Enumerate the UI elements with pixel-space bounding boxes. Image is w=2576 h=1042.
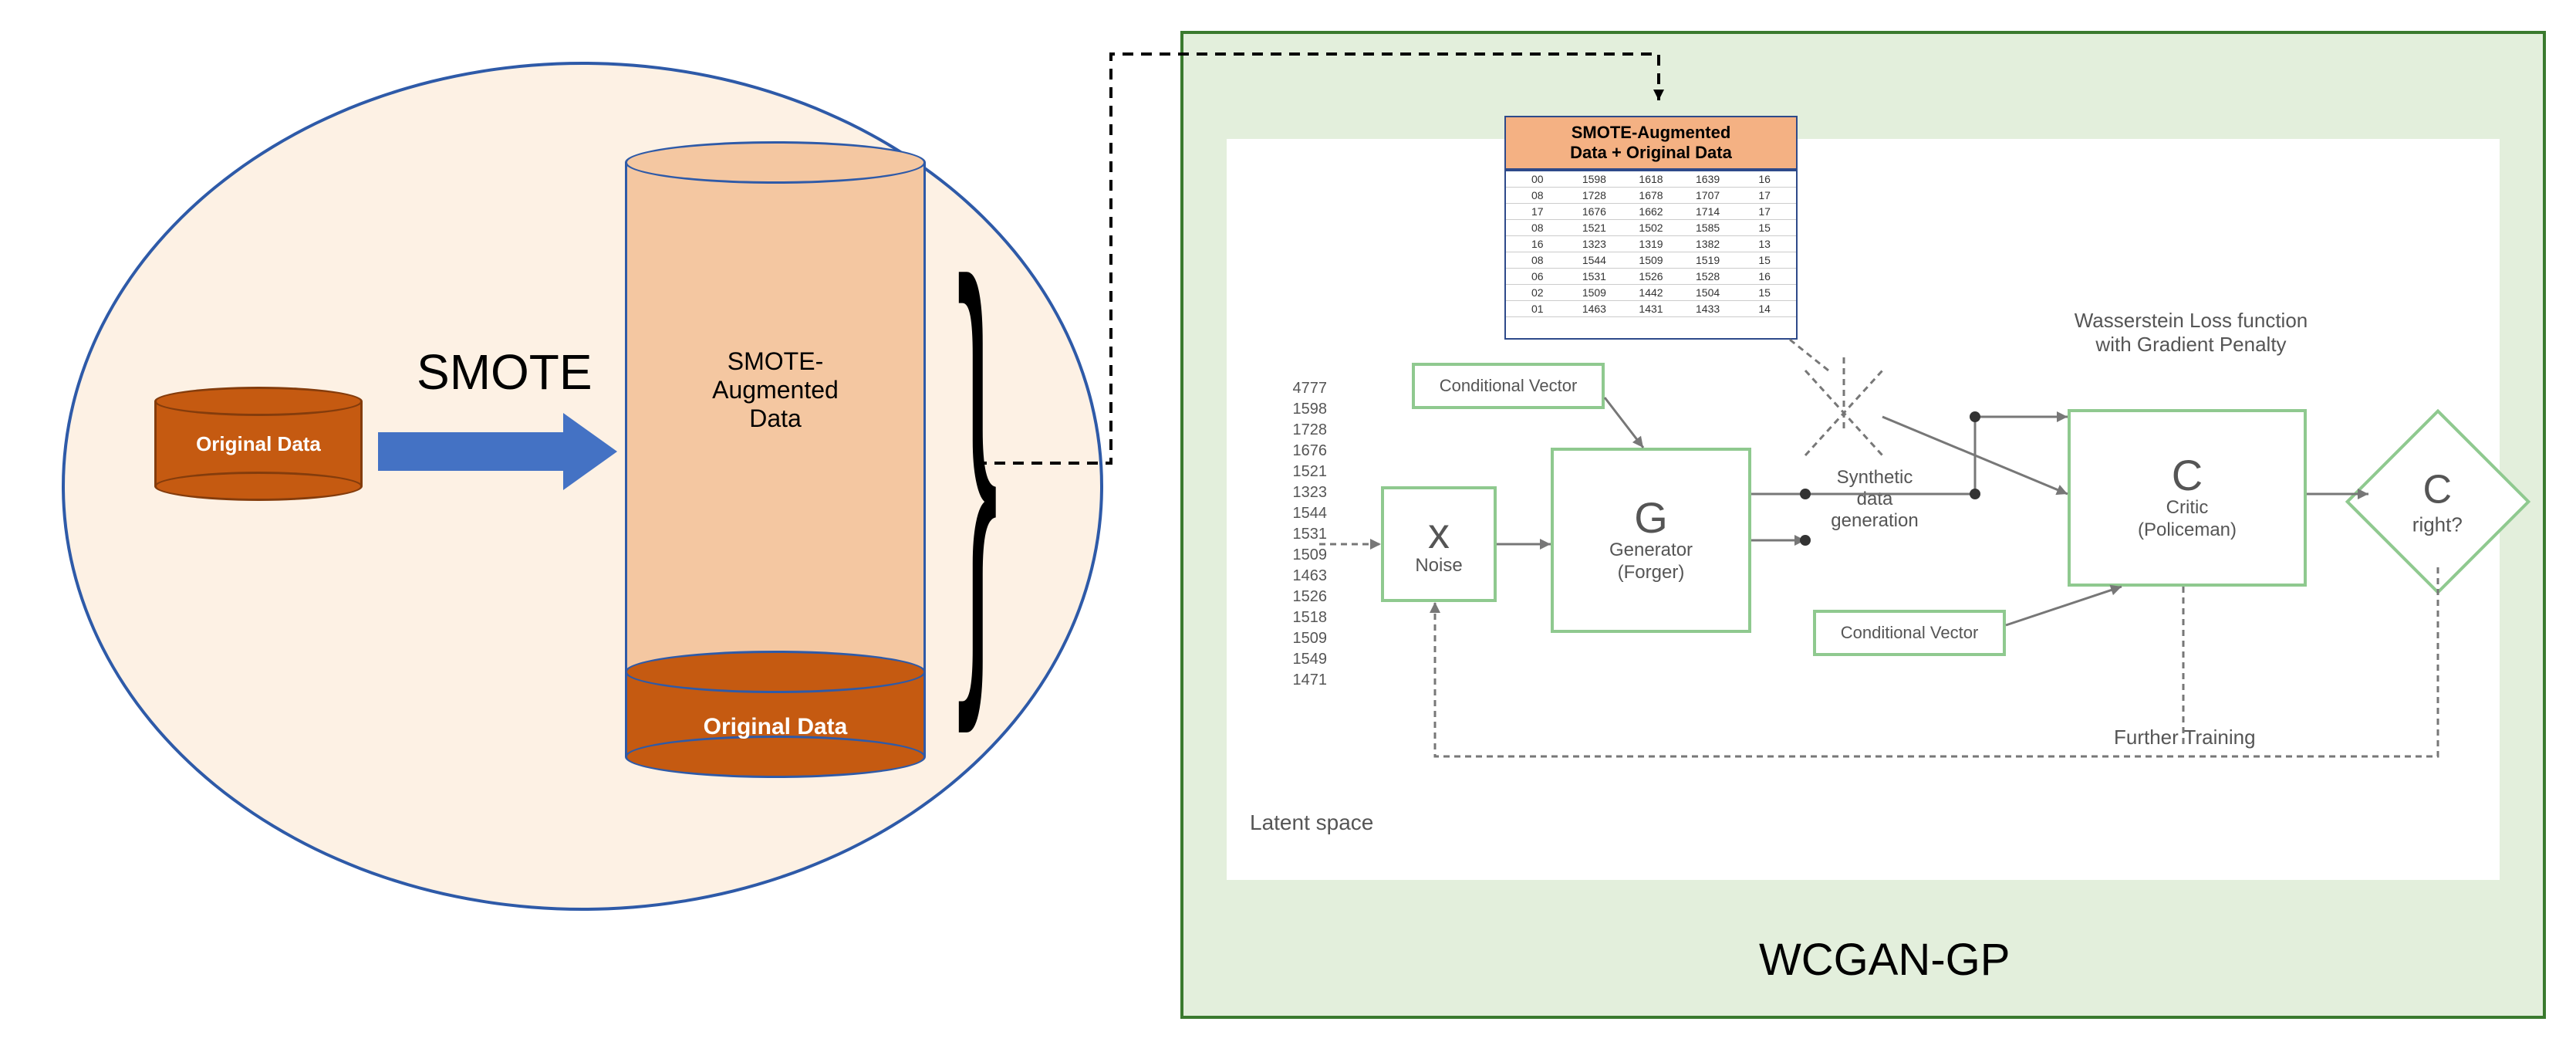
- table-cell: 17: [1509, 205, 1566, 218]
- table-cell: 1714: [1680, 205, 1737, 218]
- table-cell: 16: [1736, 270, 1793, 282]
- original-data-cylinder: Original Data: [154, 401, 363, 486]
- table-cell: 1676: [1566, 205, 1623, 218]
- table-cell: 1519: [1680, 254, 1737, 266]
- table-row: 0615311526152816: [1506, 269, 1796, 285]
- table-cell: 08: [1509, 189, 1566, 201]
- cond2-label: Conditional Vector: [1841, 623, 1979, 643]
- table-cell: 1442: [1622, 286, 1680, 299]
- table-row: 0015981618163916: [1506, 171, 1796, 188]
- table-cell: 1382: [1680, 238, 1737, 250]
- table-cell: 1526: [1622, 270, 1680, 282]
- table-cell: 1585: [1680, 222, 1737, 234]
- table-cell: 1531: [1566, 270, 1623, 282]
- table-cell: 1521: [1566, 222, 1623, 234]
- cylinder-mid-ellipse: [625, 651, 926, 693]
- conditional-vector-2: Conditional Vector: [1813, 610, 2006, 656]
- table-cell: 1463: [1566, 303, 1623, 315]
- cylinder-bottom: [154, 472, 363, 501]
- noise-small: Noise: [1415, 555, 1462, 577]
- wasserstein-loss-label: Wasserstein Loss functionwith Gradient P…: [2060, 309, 2322, 357]
- arrow-head: [563, 413, 617, 490]
- smote-text-label: SMOTE: [417, 343, 593, 401]
- table-cell: 01: [1509, 303, 1566, 315]
- table-cell: 1544: [1566, 254, 1623, 266]
- table-cell: 1319: [1622, 238, 1680, 250]
- table-cell: 00: [1509, 173, 1566, 185]
- table-cell: 17: [1736, 189, 1793, 201]
- diagram-canvas: Original Data SMOTE-AugmentedData Origin…: [0, 0, 2576, 1042]
- augmented-cylinder: SMOTE-AugmentedData Original Data: [625, 162, 926, 756]
- table-cell: 1509: [1566, 286, 1623, 299]
- table-row: 0114631431143314: [1506, 301, 1796, 317]
- arrow-shaft: [378, 432, 563, 471]
- conditional-vector-1: Conditional Vector: [1412, 363, 1605, 409]
- table-row: 1613231319138213: [1506, 236, 1796, 252]
- noise-box: x Noise: [1381, 486, 1497, 602]
- original-data-label-1: Original Data: [154, 432, 363, 456]
- curly-brace: }: [957, 212, 998, 706]
- critic-box: C Critic(Policeman): [2068, 409, 2307, 587]
- diamond-big: C: [2412, 466, 2463, 513]
- critic-big: C: [2138, 454, 2237, 497]
- table-cell: 06: [1509, 270, 1566, 282]
- gen-small: Generator(Forger): [1609, 540, 1693, 584]
- table-cell: 16: [1509, 238, 1566, 250]
- gen-big: G: [1609, 496, 1693, 540]
- table-cell: 02: [1509, 286, 1566, 299]
- table-row: 1716761662171417: [1506, 204, 1796, 220]
- smote-augmented-header: SMOTE-AugmentedData + Original Data: [1504, 116, 1798, 170]
- noise-big: x: [1415, 512, 1462, 555]
- table-cell: 1678: [1622, 189, 1680, 201]
- table-cell: 1728: [1566, 189, 1623, 201]
- table-cell: 15: [1736, 222, 1793, 234]
- table-cell: 1502: [1622, 222, 1680, 234]
- table-row: 0815211502158515: [1506, 220, 1796, 236]
- latent-values-column: 4777159817281676152113231544153115091463…: [1258, 378, 1327, 691]
- original-data-label-2: Original Data: [625, 714, 926, 740]
- cylinder-top: [625, 141, 926, 184]
- cylinder-bottom: [625, 736, 926, 778]
- table-cell: 1707: [1680, 189, 1737, 201]
- table-cell: 1323: [1566, 238, 1623, 250]
- table-cell: 1433: [1680, 303, 1737, 315]
- table-cell: 1504: [1680, 286, 1737, 299]
- table-cell: 14: [1736, 303, 1793, 315]
- table-cell: 15: [1736, 286, 1793, 299]
- synthetic-data-label: Syntheticdatageneration: [1801, 467, 1948, 532]
- critic-small: Critic(Policeman): [2138, 497, 2237, 542]
- table-cell: 1431: [1622, 303, 1680, 315]
- latent-space-label: Latent space: [1250, 810, 1373, 835]
- further-training-label: Further Training: [2114, 726, 2256, 749]
- table-cell: 16: [1736, 173, 1793, 185]
- table-row: 0215091442150415: [1506, 285, 1796, 301]
- cylinder-top: [154, 387, 363, 416]
- table-cell: 1509: [1622, 254, 1680, 266]
- table-cell: 1639: [1680, 173, 1737, 185]
- table-cell: 15: [1736, 254, 1793, 266]
- smote-augmented-label: SMOTE-AugmentedData: [625, 347, 926, 433]
- wcgan-title: WCGAN-GP: [1759, 934, 2010, 986]
- table-cell: 1662: [1622, 205, 1680, 218]
- table-row: 0815441509151915: [1506, 252, 1796, 269]
- table-row: 0817281678170717: [1506, 188, 1796, 204]
- table-cell: 08: [1509, 222, 1566, 234]
- data-table: 0015981618163916081728167817071717167616…: [1504, 170, 1798, 340]
- table-cell: 13: [1736, 238, 1793, 250]
- generator-box: G Generator(Forger): [1551, 448, 1751, 633]
- table-cell: 1598: [1566, 173, 1623, 185]
- cond1-label: Conditional Vector: [1440, 376, 1578, 396]
- table-cell: 17: [1736, 205, 1793, 218]
- diamond-small: right?: [2412, 513, 2463, 536]
- smote-arrow: [378, 413, 617, 490]
- table-cell: 1528: [1680, 270, 1737, 282]
- table-cell: 1618: [1622, 173, 1680, 185]
- table-cell: 08: [1509, 254, 1566, 266]
